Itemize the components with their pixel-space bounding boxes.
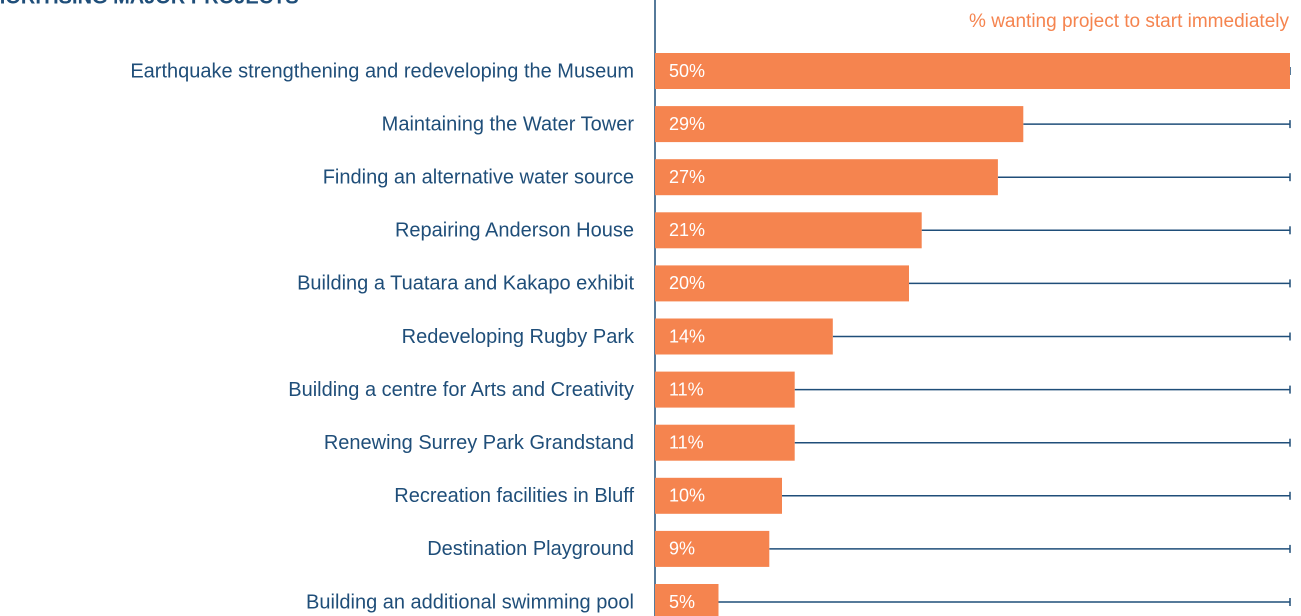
category-label: Destination Playground	[427, 538, 634, 560]
chart-subtitle: % wanting project to start immediately	[969, 11, 1289, 32]
bar	[655, 318, 833, 355]
bar	[655, 53, 1290, 89]
value-label: 50%	[669, 61, 705, 81]
value-label: 11%	[669, 379, 704, 399]
category-label: Building a centre for Arts and Creativit…	[288, 379, 634, 401]
value-label: 5%	[669, 592, 695, 612]
category-label: Renewing Surrey Park Grandstand	[324, 432, 634, 454]
value-label: 27%	[669, 167, 705, 187]
bar	[655, 265, 909, 302]
bar	[655, 371, 795, 408]
value-label: 9%	[669, 539, 695, 559]
category-label: Recreation facilities in Bluff	[394, 485, 634, 507]
bar	[655, 212, 922, 249]
category-label: Finding an alternative water source	[323, 166, 634, 188]
category-label: Earthquake strengthening and redevelopin…	[130, 60, 634, 82]
value-label: 11%	[669, 432, 704, 452]
value-label: 14%	[669, 326, 705, 346]
bar	[655, 159, 998, 196]
value-label: 21%	[669, 220, 705, 240]
category-label: Repairing Anderson House	[395, 220, 634, 242]
category-label: Redeveloping Rugby Park	[402, 326, 635, 348]
bar	[655, 106, 1024, 143]
category-label: Maintaining the Water Tower	[382, 113, 635, 135]
value-label: 20%	[669, 273, 705, 293]
value-label: 10%	[669, 486, 705, 506]
category-label: Building a Tuatara and Kakapo exhibit	[297, 273, 634, 295]
value-label: 29%	[669, 114, 705, 134]
chart-title: PRIORITISING MAJOR PROJECTS	[0, 0, 299, 8]
bar	[655, 584, 719, 616]
bar	[655, 530, 770, 567]
bar	[655, 424, 795, 461]
category-label: Building an additional swimming pool	[306, 591, 634, 613]
bar	[655, 477, 782, 514]
